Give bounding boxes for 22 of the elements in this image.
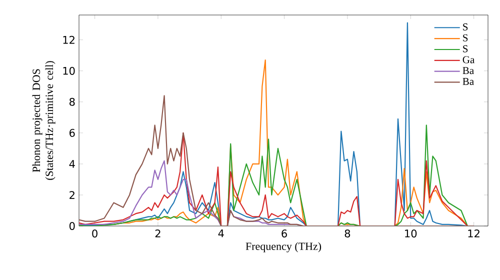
y-tick-label: 10 — [63, 66, 75, 75]
legend-label: Ba — [462, 78, 474, 85]
y-tick-label: 4 — [69, 160, 75, 168]
y-tick-label: 12 — [63, 36, 74, 44]
y-tick-label: 0 — [69, 222, 75, 230]
y-axis-title: Phonon projected DOS (States/THz·primitive cell) — [32, 61, 56, 180]
legend-label: Ba — [462, 67, 474, 74]
x-tick-label: 10 — [405, 230, 417, 238]
legend-label: S — [463, 45, 468, 52]
legend-label: S — [463, 34, 468, 42]
x-tick-label: 6 — [282, 230, 287, 238]
x-tick-label: 8 — [344, 230, 350, 238]
legend-label: S — [463, 23, 468, 30]
y-tick-label: 6 — [70, 128, 75, 137]
x-tick-label: 0 — [92, 230, 98, 238]
x-axis-title: Frequency (THz) — [246, 242, 322, 252]
x-tick-label: 2 — [155, 230, 160, 238]
legend-label: Ga — [462, 56, 474, 64]
x-tick-label: 4 — [218, 230, 224, 238]
x-tick-label: 12 — [468, 230, 480, 238]
y-tick-label: 8 — [70, 98, 75, 106]
y-tick-label: 2 — [70, 191, 74, 199]
